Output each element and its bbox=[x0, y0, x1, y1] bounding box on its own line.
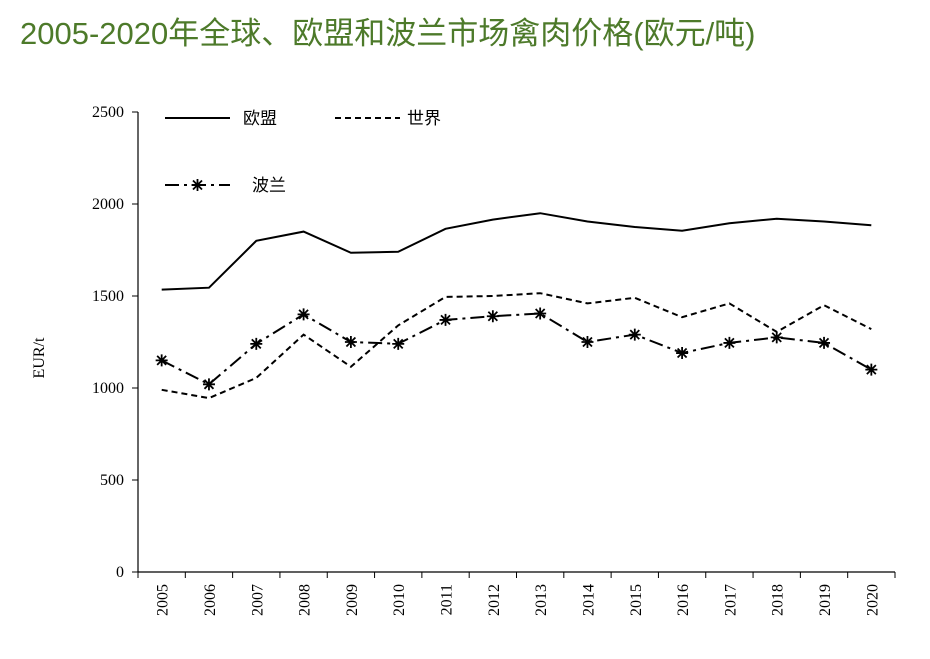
x-tick-label: 2019 bbox=[817, 584, 834, 616]
x-tick-label: 2012 bbox=[486, 584, 503, 616]
page-title: 2005-2020年全球、欧盟和波兰市场禽肉价格(欧元/吨) bbox=[20, 16, 756, 51]
legend-label-1: 世界 bbox=[407, 109, 441, 129]
series-2-point bbox=[628, 328, 641, 341]
y-tick-label: 0 bbox=[116, 564, 124, 581]
y-tick-label: 2500 bbox=[92, 104, 124, 121]
series-2-point bbox=[770, 331, 783, 344]
x-tick-label: 2008 bbox=[297, 584, 314, 616]
series-2-point bbox=[297, 308, 310, 321]
y-tick-label: 500 bbox=[100, 472, 124, 489]
chart-series bbox=[155, 212, 878, 400]
y-tick-label: 1500 bbox=[92, 288, 124, 305]
series-2-point bbox=[581, 336, 594, 348]
x-tick-label: 2014 bbox=[580, 584, 597, 616]
x-tick-label: 2018 bbox=[770, 584, 787, 616]
y-tick-label: 2000 bbox=[92, 196, 124, 213]
x-tick-label: 2005 bbox=[155, 584, 172, 616]
series-2-point bbox=[676, 347, 689, 360]
series-2-point bbox=[818, 336, 831, 349]
x-tick-label: 2006 bbox=[202, 584, 219, 616]
x-tick-label: 2015 bbox=[628, 584, 645, 616]
series-2-point bbox=[202, 378, 215, 391]
x-tick-label: 2013 bbox=[533, 584, 550, 616]
x-tick-label: 2007 bbox=[249, 584, 266, 616]
x-tick-label: 2017 bbox=[722, 584, 739, 616]
series-2-point bbox=[865, 363, 878, 376]
legend-marker-2 bbox=[191, 179, 204, 191]
series-line-1 bbox=[161, 292, 872, 400]
series-2-point bbox=[486, 310, 499, 323]
series-2-point bbox=[534, 307, 547, 320]
series-2-point bbox=[155, 354, 168, 367]
x-tick-label: 2016 bbox=[675, 584, 692, 616]
x-tick-label: 2020 bbox=[864, 584, 881, 616]
series-line-0 bbox=[161, 212, 872, 291]
series-2-point bbox=[250, 337, 263, 350]
x-tick-label: 2009 bbox=[344, 584, 361, 616]
chart-ticks: 0 500 1000 1500 2000 2500 EUR/t 2005 2006 2007 200… bbox=[31, 104, 896, 616]
y-tick-label: 1000 bbox=[92, 380, 124, 397]
series-2-point bbox=[392, 337, 405, 350]
legend-label-2: 波兰 bbox=[252, 176, 286, 196]
legend-label-0: 欧盟 bbox=[243, 109, 277, 129]
y-axis-label: EUR/t bbox=[31, 337, 48, 378]
series-line-2 bbox=[161, 312, 872, 386]
x-tick-label: 2010 bbox=[391, 584, 408, 616]
series-2-point bbox=[439, 313, 452, 326]
series-2-point bbox=[344, 336, 357, 348]
x-tick-label: 2011 bbox=[439, 584, 456, 615]
series-2-point bbox=[723, 336, 736, 349]
